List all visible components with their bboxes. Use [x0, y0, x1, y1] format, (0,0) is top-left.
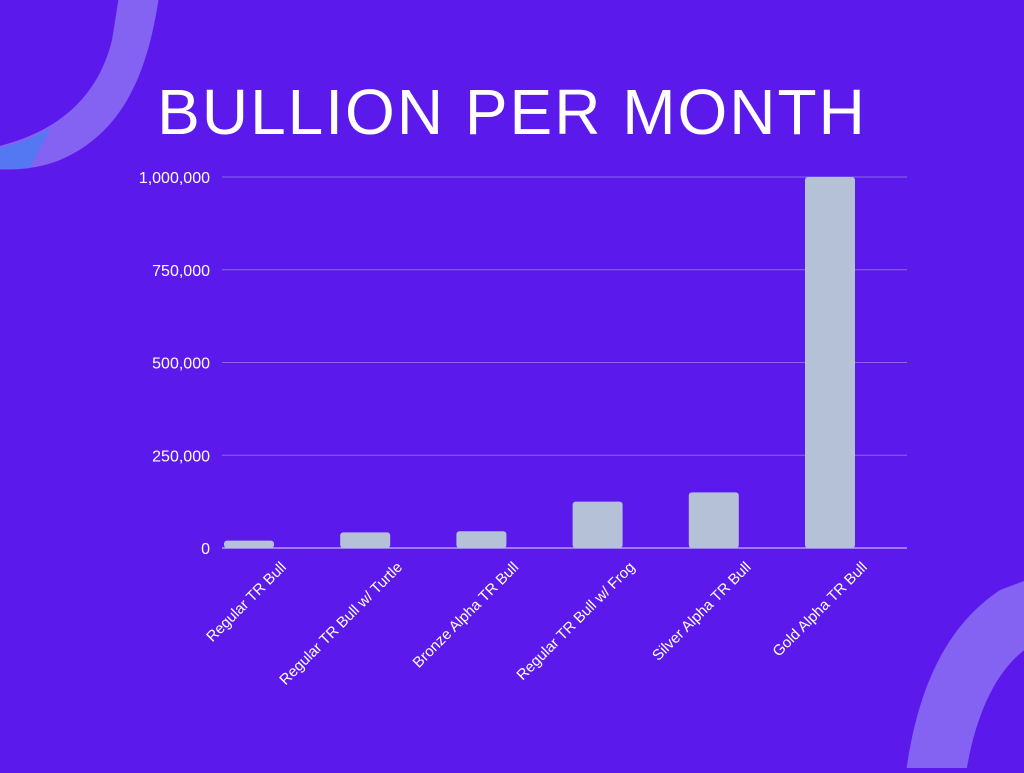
y-tick-label: 500,000: [152, 356, 210, 373]
y-tick-label: 0: [201, 541, 210, 558]
chart-title: BULLION PER MONTH: [157, 76, 867, 148]
bar: [572, 501, 623, 548]
bar: [224, 540, 274, 548]
y-tick-label: 1,000,000: [139, 170, 210, 187]
bars: [224, 177, 855, 548]
x-tick-label: Regular TR Bull: [203, 559, 290, 646]
x-tick-label: Regular TR Bull w/ Turtle: [276, 559, 406, 689]
bar: [805, 177, 855, 548]
bar: [688, 492, 739, 548]
x-tick-label: Silver Alpha TR Bull: [649, 559, 755, 665]
y-tick-label: 250,000: [152, 448, 210, 465]
y-tick-label: 750,000: [152, 263, 210, 280]
decor-blob-bottom-right: [905, 581, 1024, 773]
x-tick-label: Bronze Alpha TR Bull: [410, 559, 523, 672]
grid-lines: [222, 176, 907, 549]
bar: [340, 532, 391, 548]
bar: [456, 531, 507, 548]
x-tick-label: Regular TR Bull w/ Frog: [513, 559, 638, 684]
decor-blob-top-left: [0, 0, 159, 170]
y-axis: 0 250,000 500,000 750,000 1,000,000: [139, 170, 210, 558]
x-tick-label: Gold Alpha TR Bull: [769, 559, 870, 660]
